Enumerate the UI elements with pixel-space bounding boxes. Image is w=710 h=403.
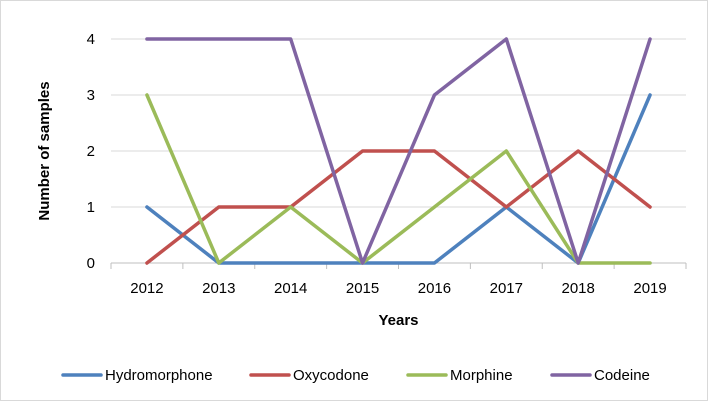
y-tick-label: 4: [87, 31, 95, 48]
series-line-oxycodone: [145, 149, 652, 265]
legend-label: Oxycodone: [293, 367, 369, 384]
legend-label: Morphine: [450, 367, 513, 384]
y-tick-label: 1: [87, 199, 95, 216]
y-tick-label: 0: [87, 255, 95, 272]
legend-item: Oxycodone: [249, 367, 369, 384]
x-tick-label: 2016: [418, 280, 451, 297]
legend: Hydromorphone Oxycodone Morphine Codeine: [61, 367, 650, 384]
series-line-codeine: [145, 37, 652, 265]
y-tick-label: 3: [87, 87, 95, 104]
legend-item: Codeine: [550, 367, 650, 384]
x-tick-label: 2019: [633, 280, 666, 297]
legend-item: Hydromorphone: [61, 367, 213, 384]
series-lines: [145, 37, 652, 265]
x-tick-label: 2013: [202, 280, 235, 297]
y-tick-label: 2: [87, 143, 95, 160]
x-axis-tick-labels: 2012 2013 2014 2015 2016 2017 2018 2019: [130, 280, 667, 297]
x-tick-label: 2015: [346, 280, 379, 297]
x-axis-ticks: [110, 263, 687, 269]
series-line-morphine: [145, 93, 652, 265]
x-tick-label: 2012: [130, 280, 163, 297]
x-tick-label: 2017: [490, 280, 523, 297]
x-axis-title: Years: [378, 312, 418, 329]
y-axis-tick-labels: 0 1 2 3 4: [87, 31, 95, 272]
legend-item: Morphine: [406, 367, 513, 384]
x-tick-label: 2018: [562, 280, 595, 297]
x-tick-label: 2014: [274, 280, 307, 297]
legend-label: Codeine: [594, 367, 650, 384]
series-line-hydromorphone: [145, 93, 652, 265]
legend-label: Hydromorphone: [105, 367, 213, 384]
y-axis-title: Number of samples: [36, 81, 53, 220]
